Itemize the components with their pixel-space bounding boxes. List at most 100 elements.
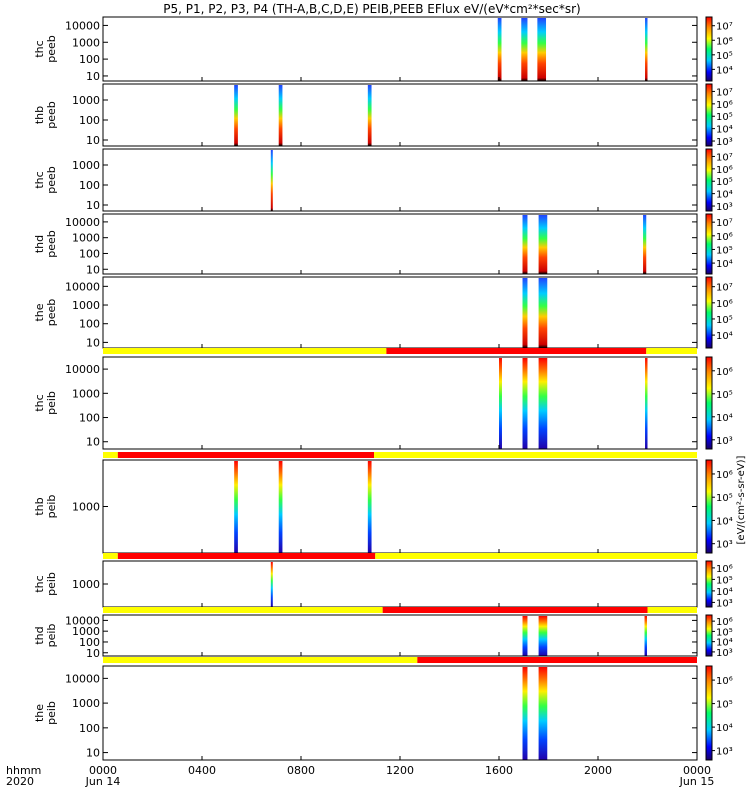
colorbar-tick-label: 10⁷	[716, 218, 733, 229]
flag-bar-segment	[103, 553, 118, 559]
y-tick-label: 10000	[65, 363, 100, 376]
x-tick-label: 1200	[386, 764, 414, 777]
panel-frame	[102, 276, 698, 349]
flag-bar-segment	[117, 452, 375, 458]
colorbar-tick-label: 10⁶	[716, 232, 733, 243]
y-tick-label: 10000	[65, 614, 100, 627]
panel: 10000 1000 100 10 thc peib 10⁶ 10⁵ 10⁴ 10³	[33, 348, 733, 450]
y-tick-label: 100	[79, 53, 100, 66]
y-axis-label: thb	[33, 106, 46, 124]
colorbar	[705, 356, 713, 450]
burst-bar	[234, 461, 238, 553]
colorbar-tick-label: 10⁵	[716, 112, 733, 123]
y-tick-label: 10000	[65, 280, 100, 293]
burst-bar	[367, 85, 372, 146]
x-tick-label: 0000	[683, 764, 711, 777]
burst-bar	[538, 616, 548, 656]
panel: 10000 1000 100 10 thc peeb 10⁷ 10⁶ 10⁵ 10⁴	[33, 16, 733, 83]
colorbar-tick-label: 10⁶	[716, 676, 733, 687]
colorbar-tick-label: 10⁴	[716, 259, 733, 270]
y-tick-label: 10000	[65, 216, 100, 229]
y-axis-label: the	[33, 704, 46, 722]
y-tick-label: 1000	[72, 387, 100, 400]
colorbar-tick-label: 10⁴	[716, 638, 733, 649]
flag-bar-segment	[382, 607, 648, 613]
burst-bar	[538, 215, 548, 274]
burst-bar	[367, 461, 372, 553]
colorbar	[705, 459, 713, 554]
y-axis-label: thc	[33, 40, 46, 57]
panel-frame	[102, 459, 698, 554]
y-axis-label: peeb	[45, 230, 58, 258]
panel-frame	[102, 148, 698, 212]
flag-bar-segment	[386, 348, 647, 354]
y-tick-label: 1000	[72, 159, 100, 172]
y-axis-label: thd	[33, 235, 46, 253]
x-date-label: Jun 15	[679, 775, 715, 788]
burst-bar	[645, 358, 648, 449]
colorbar-tick-label: 10⁶	[716, 36, 733, 47]
x-tick-label: 0000	[89, 764, 117, 777]
burst-bar	[278, 461, 283, 553]
burst-bar	[234, 85, 238, 146]
y-tick-label: 1000	[72, 299, 100, 312]
colorbar-tick-label: 10⁴	[716, 65, 733, 76]
colorbar-tick-label: 10³	[716, 540, 733, 551]
panel: 10000 1000 100 10 the peib 10⁶ 10⁵ 10⁴ 10³	[33, 657, 733, 761]
colorbar	[705, 665, 713, 761]
colorbar-tick-label: 10⁴	[716, 125, 733, 136]
colorbar	[705, 276, 713, 349]
colorbar	[705, 560, 713, 608]
colorbar	[705, 16, 713, 82]
panel-frame	[102, 614, 698, 657]
y-tick-label: 10	[86, 70, 100, 83]
burst-bar	[644, 616, 648, 656]
y-tick-label: 1000	[72, 578, 100, 591]
flag-bar-segment	[374, 452, 697, 458]
colorbar-tick-label: 10³	[716, 436, 733, 447]
y-tick-label: 100	[79, 318, 100, 331]
colorbar-tick-label: 10⁶	[716, 564, 733, 575]
colorbar-tick-label: 10⁵	[716, 700, 733, 711]
colorbar-tick-label: 10⁵	[716, 177, 733, 188]
burst-bar	[537, 18, 547, 81]
colorbar	[705, 148, 713, 212]
x-axis-year: 2020	[6, 775, 34, 788]
y-axis-label: peib	[45, 701, 58, 725]
burst-bar	[278, 85, 283, 146]
flag-bar-segment	[103, 657, 418, 663]
y-tick-label: 10	[86, 647, 100, 660]
flag-bar-segment	[117, 553, 376, 559]
colorbar-tick-label: 10⁷	[716, 283, 733, 294]
y-tick-label: 1000	[72, 94, 100, 107]
y-tick-label: 10	[86, 436, 100, 449]
x-tick-label: 0800	[287, 764, 315, 777]
flag-bar-segment	[103, 607, 383, 613]
colorbar-tick-label: 10⁵	[716, 575, 733, 586]
flag-bar-segment	[103, 452, 118, 458]
y-tick-label: 100	[79, 412, 100, 425]
y-axis-label: peeb	[45, 299, 58, 327]
colorbar-tick-label: 10⁶	[716, 617, 733, 628]
y-axis-label: thc	[33, 171, 46, 188]
y-tick-label: 100	[79, 636, 100, 649]
colorbar-tick-label: 10⁶	[716, 367, 733, 378]
y-tick-label: 10	[86, 747, 100, 760]
colorbar-tick-label: 10³	[716, 202, 733, 213]
y-tick-label: 10	[86, 336, 100, 349]
x-tick-label: 1600	[485, 764, 513, 777]
panel: 1000 thb peib 10⁶ 10⁵ 10⁴ 10³	[33, 452, 733, 554]
panel-frame	[102, 665, 698, 761]
y-axis-label: peeb	[45, 35, 58, 63]
y-tick-label: 1000	[72, 625, 100, 638]
figure-title: P5, P1, P2, P3, P4 (TH-A,B,C,D,E) PEIB,P…	[163, 2, 580, 16]
colorbar-tick-label: 10⁵	[716, 315, 733, 326]
colorbar-tick-label: 10⁶	[716, 299, 733, 310]
y-tick-label: 1000	[72, 232, 100, 245]
y-tick-label: 1000	[72, 697, 100, 710]
